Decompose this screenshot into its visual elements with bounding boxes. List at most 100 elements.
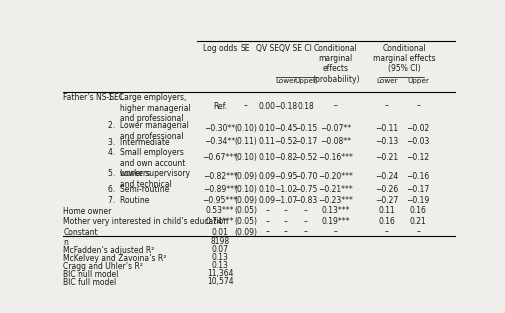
Text: 0.11: 0.11 (378, 206, 394, 215)
Text: (0.10): (0.10) (234, 185, 257, 194)
Text: 5.  Lower supervisory
     and technical: 5. Lower supervisory and technical (108, 169, 190, 189)
Text: Home owner: Home owner (63, 207, 112, 216)
Text: –: – (384, 228, 388, 237)
Text: −0.45: −0.45 (273, 124, 297, 133)
Text: 0.21: 0.21 (409, 217, 426, 226)
Text: –: – (265, 228, 269, 237)
Text: (0.05): (0.05) (234, 206, 257, 215)
Text: 0.07: 0.07 (211, 245, 228, 254)
Text: −0.95: −0.95 (273, 172, 297, 181)
Text: −0.23***: −0.23*** (318, 196, 352, 205)
Text: −0.03: −0.03 (406, 137, 429, 146)
Text: −0.70: −0.70 (293, 172, 317, 181)
Text: –: – (303, 217, 307, 226)
Text: Upper: Upper (294, 78, 316, 84)
Text: −0.27: −0.27 (374, 196, 397, 205)
Text: 4.  Small employers
     and own account
     workers: 4. Small employers and own account worke… (108, 148, 185, 178)
Text: Log odds: Log odds (203, 44, 237, 53)
Text: –: – (384, 101, 388, 110)
Text: –: – (283, 228, 287, 237)
Text: −0.95***: −0.95*** (202, 196, 237, 205)
Text: 0.13***: 0.13*** (321, 206, 349, 215)
Text: 0.13: 0.13 (211, 261, 228, 270)
Text: Father’s NS-SEC: Father’s NS-SEC (63, 94, 124, 102)
Text: −0.67***: −0.67*** (202, 153, 237, 162)
Text: −0.21: −0.21 (375, 153, 397, 162)
Text: −0.83: −0.83 (293, 196, 317, 205)
Text: −0.07**: −0.07** (320, 124, 350, 133)
Text: –: – (265, 206, 269, 215)
Text: −0.15: −0.15 (293, 124, 317, 133)
Text: −0.16: −0.16 (406, 172, 429, 181)
Text: Constant: Constant (63, 228, 97, 237)
Text: Lower: Lower (274, 78, 296, 84)
Text: −0.17: −0.17 (293, 137, 317, 146)
Text: −0.20***: −0.20*** (318, 172, 352, 181)
Text: 0.01: 0.01 (211, 228, 228, 237)
Text: –: – (283, 206, 287, 215)
Text: (0.09): (0.09) (234, 196, 257, 205)
Text: SE: SE (240, 44, 250, 53)
Text: 11,364: 11,364 (207, 269, 233, 278)
Text: McFadden’s adjusted R²: McFadden’s adjusted R² (63, 246, 155, 255)
Text: −0.12: −0.12 (406, 153, 429, 162)
Text: –: – (416, 101, 419, 110)
Text: (0.10): (0.10) (234, 153, 257, 162)
Text: 0.09: 0.09 (258, 196, 275, 205)
Text: 0.16: 0.16 (409, 206, 426, 215)
Text: −0.11: −0.11 (375, 124, 397, 133)
Text: –: – (333, 101, 337, 110)
Text: –: – (416, 228, 419, 237)
Text: −0.26: −0.26 (374, 185, 397, 194)
Text: Ref.: Ref. (213, 101, 227, 110)
Text: −0.21***: −0.21*** (318, 185, 352, 194)
Text: BIC null model: BIC null model (63, 270, 118, 279)
Text: Upper: Upper (407, 78, 428, 84)
Text: BIC full model: BIC full model (63, 278, 116, 287)
Text: –: – (333, 228, 337, 237)
Text: (0.10): (0.10) (234, 124, 257, 133)
Text: 0.09: 0.09 (258, 172, 275, 181)
Text: 6.  Semi-routine: 6. Semi-routine (108, 185, 169, 194)
Text: McKelvey and Zavoina’s R²: McKelvey and Zavoina’s R² (63, 254, 166, 263)
Text: (0.09): (0.09) (234, 228, 257, 237)
Text: −1.07: −1.07 (273, 196, 296, 205)
Text: Conditional
marginal
effects
(probability): Conditional marginal effects (probabilit… (312, 44, 359, 84)
Text: −0.30**: −0.30** (204, 124, 235, 133)
Text: 0.19***: 0.19*** (321, 217, 349, 226)
Text: (0.11): (0.11) (234, 137, 257, 146)
Text: n: n (63, 238, 68, 247)
Text: −0.82***: −0.82*** (203, 172, 237, 181)
Text: –: – (265, 217, 269, 226)
Text: −0.13: −0.13 (374, 137, 397, 146)
Text: Mother very interested in child’s education: Mother very interested in child’s educat… (63, 217, 228, 226)
Text: (0.05): (0.05) (234, 217, 257, 226)
Text: –: – (283, 217, 287, 226)
Text: Conditional
marginal effects
(95% CI): Conditional marginal effects (95% CI) (372, 44, 435, 73)
Text: QV SE CI: QV SE CI (279, 44, 312, 53)
Text: −0.24: −0.24 (374, 172, 397, 181)
Text: −0.19: −0.19 (406, 196, 429, 205)
Text: Cragg and Uhler’s R²: Cragg and Uhler’s R² (63, 262, 143, 271)
Text: −0.89***: −0.89*** (203, 185, 237, 194)
Text: 0.18: 0.18 (296, 101, 314, 110)
Text: (0.09): (0.09) (234, 172, 257, 181)
Text: 0.13: 0.13 (211, 253, 228, 262)
Text: −0.52: −0.52 (293, 153, 317, 162)
Text: −0.16***: −0.16*** (318, 153, 352, 162)
Text: −0.82: −0.82 (274, 153, 296, 162)
Text: −0.34**: −0.34** (204, 137, 235, 146)
Text: −0.18: −0.18 (274, 101, 296, 110)
Text: 0.10: 0.10 (258, 185, 275, 194)
Text: 0.00: 0.00 (258, 101, 275, 110)
Text: −1.02: −1.02 (274, 185, 296, 194)
Text: 2.  Lower managerial
     and professional: 2. Lower managerial and professional (108, 121, 189, 141)
Text: 0.10: 0.10 (258, 153, 275, 162)
Text: 7.  Routine: 7. Routine (108, 196, 149, 205)
Text: −0.17: −0.17 (406, 185, 429, 194)
Text: Lower: Lower (375, 78, 397, 84)
Text: 0.74***: 0.74*** (206, 217, 234, 226)
Text: –: – (243, 101, 247, 110)
Text: −0.52: −0.52 (273, 137, 296, 146)
Text: 3.  Intermediate: 3. Intermediate (108, 138, 170, 146)
